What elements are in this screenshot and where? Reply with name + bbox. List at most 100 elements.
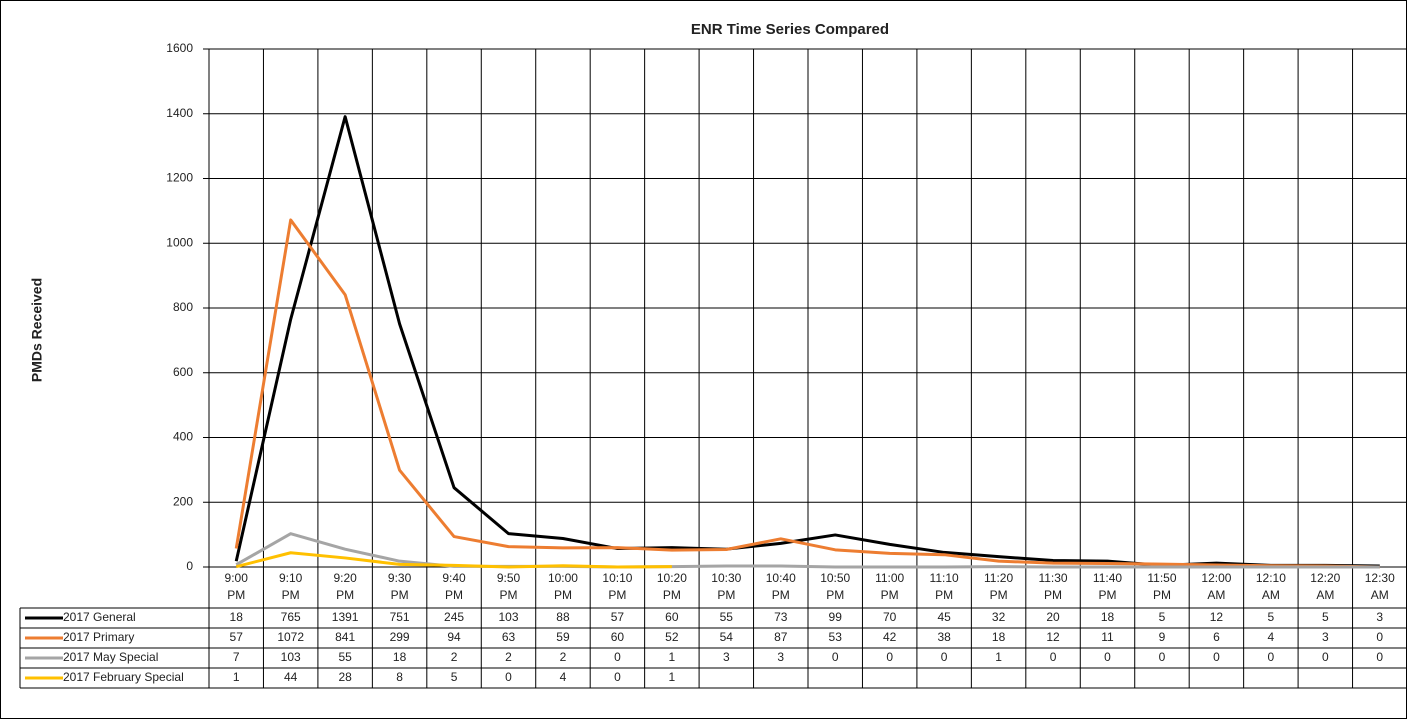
table-value: 1 bbox=[669, 650, 676, 664]
table-value: 55 bbox=[338, 650, 352, 664]
table-value: 2 bbox=[505, 650, 512, 664]
table-value: 60 bbox=[611, 630, 625, 644]
table-value: 54 bbox=[720, 630, 734, 644]
table-value: 4 bbox=[1268, 630, 1275, 644]
table-value: 0 bbox=[1159, 650, 1166, 664]
x-tick-label: 10:00 PM bbox=[547, 571, 578, 602]
table-value: 7 bbox=[233, 650, 240, 664]
table-value: 99 bbox=[829, 610, 843, 624]
table-value: 70 bbox=[883, 610, 897, 624]
x-tick-label: 9:00 PM bbox=[224, 571, 248, 602]
y-tick-label: 0 bbox=[186, 559, 193, 573]
table-value: 5 bbox=[451, 670, 458, 684]
x-tick-label: 10:30 PM bbox=[711, 571, 742, 602]
table-value: 52 bbox=[665, 630, 679, 644]
series-line bbox=[235, 551, 672, 569]
table-value: 103 bbox=[498, 610, 518, 624]
table-value: 0 bbox=[832, 650, 839, 664]
x-tick-label: 9:40 PM bbox=[442, 571, 466, 602]
table-value: 0 bbox=[1268, 650, 1275, 664]
x-tick-label: 10:10 PM bbox=[602, 571, 633, 602]
x-tick-label: 9:20 PM bbox=[333, 571, 357, 602]
x-tick-label: 11:30 PM bbox=[1038, 571, 1068, 602]
chart-title: ENR Time Series Compared bbox=[691, 21, 889, 38]
table-value: 63 bbox=[502, 630, 516, 644]
table-value: 1 bbox=[669, 670, 676, 684]
table-value: 45 bbox=[937, 610, 951, 624]
x-tick-label: 9:30 PM bbox=[387, 571, 412, 602]
x-tick-label: 10:50 PM bbox=[820, 571, 851, 602]
x-tick-label: 10:20 PM bbox=[656, 571, 687, 602]
table-value: 3 bbox=[1322, 630, 1329, 644]
table-value: 765 bbox=[281, 610, 301, 624]
table-value: 28 bbox=[338, 670, 352, 684]
legend-label: 2017 May Special bbox=[63, 650, 158, 664]
x-tick-label: 11:10 PM bbox=[929, 571, 959, 602]
table-value: 12 bbox=[1210, 610, 1224, 624]
table-value: 20 bbox=[1046, 610, 1060, 624]
table-value: 103 bbox=[281, 650, 301, 664]
table-value: 18 bbox=[992, 630, 1006, 644]
x-tick-label: 9:50 PM bbox=[496, 571, 521, 602]
legend-label: 2017 General bbox=[63, 610, 136, 624]
table-value: 55 bbox=[720, 610, 734, 624]
table-value: 44 bbox=[284, 670, 298, 684]
y-tick-label: 1600 bbox=[166, 41, 193, 55]
y-tick-label: 1000 bbox=[166, 235, 193, 249]
table-value: 6 bbox=[1213, 630, 1220, 644]
x-tick-label: 11:00 PM bbox=[875, 571, 905, 602]
table-value: 0 bbox=[886, 650, 893, 664]
x-tick-label: 12:30 AM bbox=[1364, 571, 1395, 602]
table-value: 11 bbox=[1101, 630, 1114, 644]
y-tick-label: 400 bbox=[173, 430, 193, 444]
table-value: 5 bbox=[1268, 610, 1275, 624]
table-value: 87 bbox=[774, 630, 788, 644]
table-value: 841 bbox=[335, 630, 355, 644]
x-tick-label: 12:00 AM bbox=[1201, 571, 1232, 602]
table-value: 0 bbox=[1213, 650, 1220, 664]
table-value: 0 bbox=[1322, 650, 1329, 664]
table-value: 0 bbox=[1376, 630, 1383, 644]
table-value: 5 bbox=[1322, 610, 1329, 624]
table-value: 245 bbox=[444, 610, 464, 624]
table-value: 57 bbox=[611, 610, 625, 624]
table-value: 18 bbox=[230, 610, 244, 624]
table-value: 2 bbox=[451, 650, 458, 664]
series-line bbox=[234, 218, 1380, 569]
x-tick-label: 11:40 PM bbox=[1092, 571, 1123, 602]
table-value: 8 bbox=[396, 670, 403, 684]
table-value: 1072 bbox=[277, 630, 304, 644]
table-value: 12 bbox=[1046, 630, 1060, 644]
y-tick-label: 600 bbox=[173, 365, 193, 379]
table-value: 4 bbox=[560, 670, 567, 684]
table-value: 0 bbox=[1376, 650, 1383, 664]
table-value: 3 bbox=[1376, 610, 1383, 624]
table-value: 0 bbox=[505, 670, 512, 684]
table-value: 3 bbox=[777, 650, 784, 664]
x-tick-label: 12:10 AM bbox=[1255, 571, 1286, 602]
table-value: 18 bbox=[1101, 610, 1115, 624]
table-value: 88 bbox=[556, 610, 570, 624]
table-value: 0 bbox=[1050, 650, 1057, 664]
table-value: 53 bbox=[829, 630, 843, 644]
y-axis-label: PMDs Received bbox=[29, 278, 45, 382]
x-tick-label: 12:20 AM bbox=[1310, 571, 1341, 602]
table-value: 42 bbox=[883, 630, 897, 644]
table-value: 32 bbox=[992, 610, 1006, 624]
legend-label: 2017 Primary bbox=[63, 630, 134, 644]
table-value: 751 bbox=[390, 610, 410, 624]
y-tick-label: 1400 bbox=[166, 106, 193, 120]
x-tick-label: 10:40 PM bbox=[765, 571, 796, 602]
table-value: 57 bbox=[230, 630, 244, 644]
table-value: 0 bbox=[614, 650, 621, 664]
table-value: 0 bbox=[1104, 650, 1111, 664]
y-tick-label: 1200 bbox=[166, 171, 193, 185]
table-value: 9 bbox=[1159, 630, 1166, 644]
table-value: 94 bbox=[447, 630, 461, 644]
table-value: 1391 bbox=[332, 610, 359, 624]
table-value: 18 bbox=[393, 650, 407, 664]
table-value: 0 bbox=[614, 670, 621, 684]
